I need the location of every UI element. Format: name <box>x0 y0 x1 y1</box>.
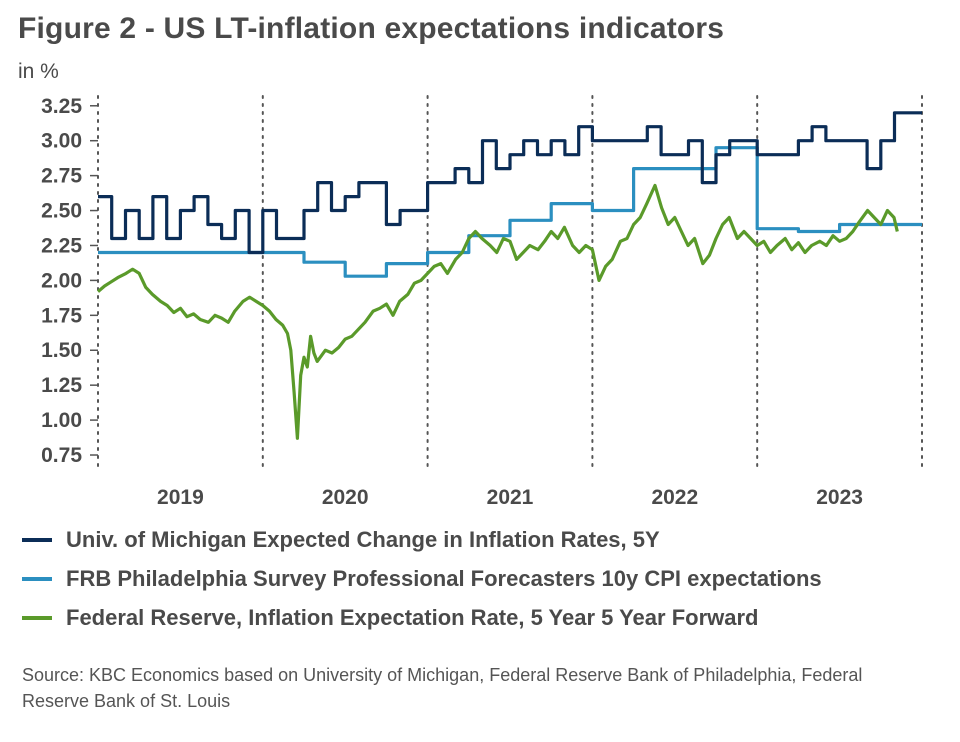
y-axis-unit-label: in % <box>18 60 59 83</box>
legend-item-michigan: Univ. of Michigan Expected Change in Inf… <box>22 520 822 559</box>
ytick-label-0: 0.75 <box>41 444 82 467</box>
legend-swatch-michigan <box>22 537 52 542</box>
source-note: Source: KBC Economics based on Universit… <box>22 665 863 711</box>
ytick-label-4: 1.75 <box>41 304 82 327</box>
year-gridlines <box>97 95 923 471</box>
ytick-label-7: 2.50 <box>41 200 82 223</box>
legend-label-fed-5y5y: Federal Reserve, Inflation Expectation R… <box>66 604 759 630</box>
xtick-label-2020: 2020 <box>322 486 369 509</box>
ytick-label-8: 2.75 <box>41 165 82 188</box>
series-lines <box>96 111 922 440</box>
ytick-label-2: 1.25 <box>41 374 82 397</box>
legend-label-philadelphia: FRB Philadelphia Survey Professional For… <box>66 565 822 591</box>
xtick-label-2023: 2023 <box>816 486 863 509</box>
line-chart: 0.75 1.00 1.25 1.50 1.75 2.00 2.25 2.50 2.75 3.00… <box>41 95 923 509</box>
chart-title: Figure 2 - US LT-inflation expectations … <box>18 12 725 45</box>
legend-item-philadelphia: FRB Philadelphia Survey Professional For… <box>22 559 822 598</box>
xtick-label-2019: 2019 <box>157 486 204 509</box>
series-fed-5y5y-line <box>96 183 899 440</box>
series-michigan-line <box>98 111 922 255</box>
legend-swatch-philadelphia <box>22 576 52 581</box>
x-axis-ticks: 2019 2020 2021 2022 2023 <box>157 486 863 509</box>
legend-item-fed-5y5y: Federal Reserve, Inflation Expectation R… <box>22 598 822 637</box>
ytick-label-5: 2.00 <box>41 269 82 292</box>
ytick-label-9: 3.00 <box>41 130 82 153</box>
legend-label-michigan: Univ. of Michigan Expected Change in Inf… <box>66 526 660 552</box>
ytick-label-3: 1.50 <box>41 339 82 362</box>
chart-legend: Univ. of Michigan Expected Change in Inf… <box>22 520 822 637</box>
ytick-label-6: 2.25 <box>41 234 82 257</box>
xtick-label-2021: 2021 <box>487 486 534 509</box>
ytick-label-10: 3.25 <box>41 95 82 118</box>
xtick-label-2022: 2022 <box>651 486 698 509</box>
legend-swatch-fed-5y5y <box>22 615 52 620</box>
series-philadelphia-line <box>98 146 922 278</box>
ytick-label-1: 1.00 <box>41 409 82 432</box>
y-axis-ticks: 0.75 1.00 1.25 1.50 1.75 2.00 2.25 2.50 2.75 3.00… <box>41 95 98 467</box>
